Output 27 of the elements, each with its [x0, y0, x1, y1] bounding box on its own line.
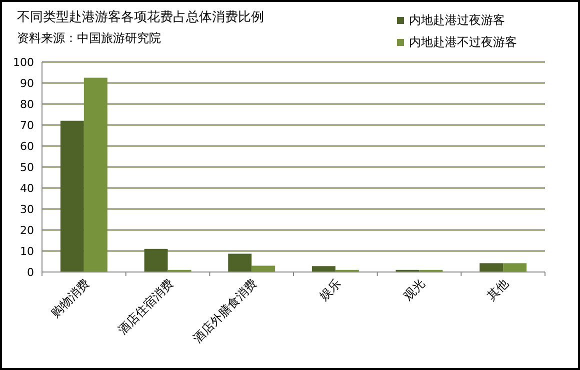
x-tick-label: 其他 [484, 276, 512, 304]
bar [84, 78, 108, 272]
y-tick-label: 60 [20, 140, 34, 153]
x-tick-label: 观光 [400, 276, 428, 304]
x-tick-label: 娱乐 [316, 276, 344, 304]
y-tick-label: 100 [13, 56, 34, 69]
y-tick-label: 20 [20, 224, 34, 237]
bar [480, 263, 504, 272]
y-tick-label: 90 [20, 77, 34, 90]
legend-label: 内地赴港过夜游客 [409, 13, 505, 27]
x-tick-label: 酒店外膳食消费 [190, 276, 260, 346]
bar [252, 266, 276, 272]
bar [312, 266, 336, 272]
legend-label: 内地赴港不过夜游客 [409, 35, 517, 49]
y-tick-label: 50 [20, 161, 34, 174]
bar [228, 254, 252, 272]
y-tick-label: 70 [20, 119, 34, 132]
x-tick-label: 购物消费 [48, 276, 92, 320]
x-tick-label: 酒店住宿消费 [115, 276, 176, 338]
text: 资料来源：中国旅游研究院 [17, 31, 161, 45]
chart-title: 不同类型赴港游客各项花费占总体消费比例 [17, 9, 264, 25]
bar [503, 263, 527, 272]
y-tick-label: 0 [27, 266, 34, 279]
y-tick-label: 80 [20, 98, 34, 111]
y-tick-label: 40 [20, 182, 34, 195]
y-tick-label: 10 [20, 245, 34, 258]
y-tick-label: 30 [20, 203, 34, 216]
